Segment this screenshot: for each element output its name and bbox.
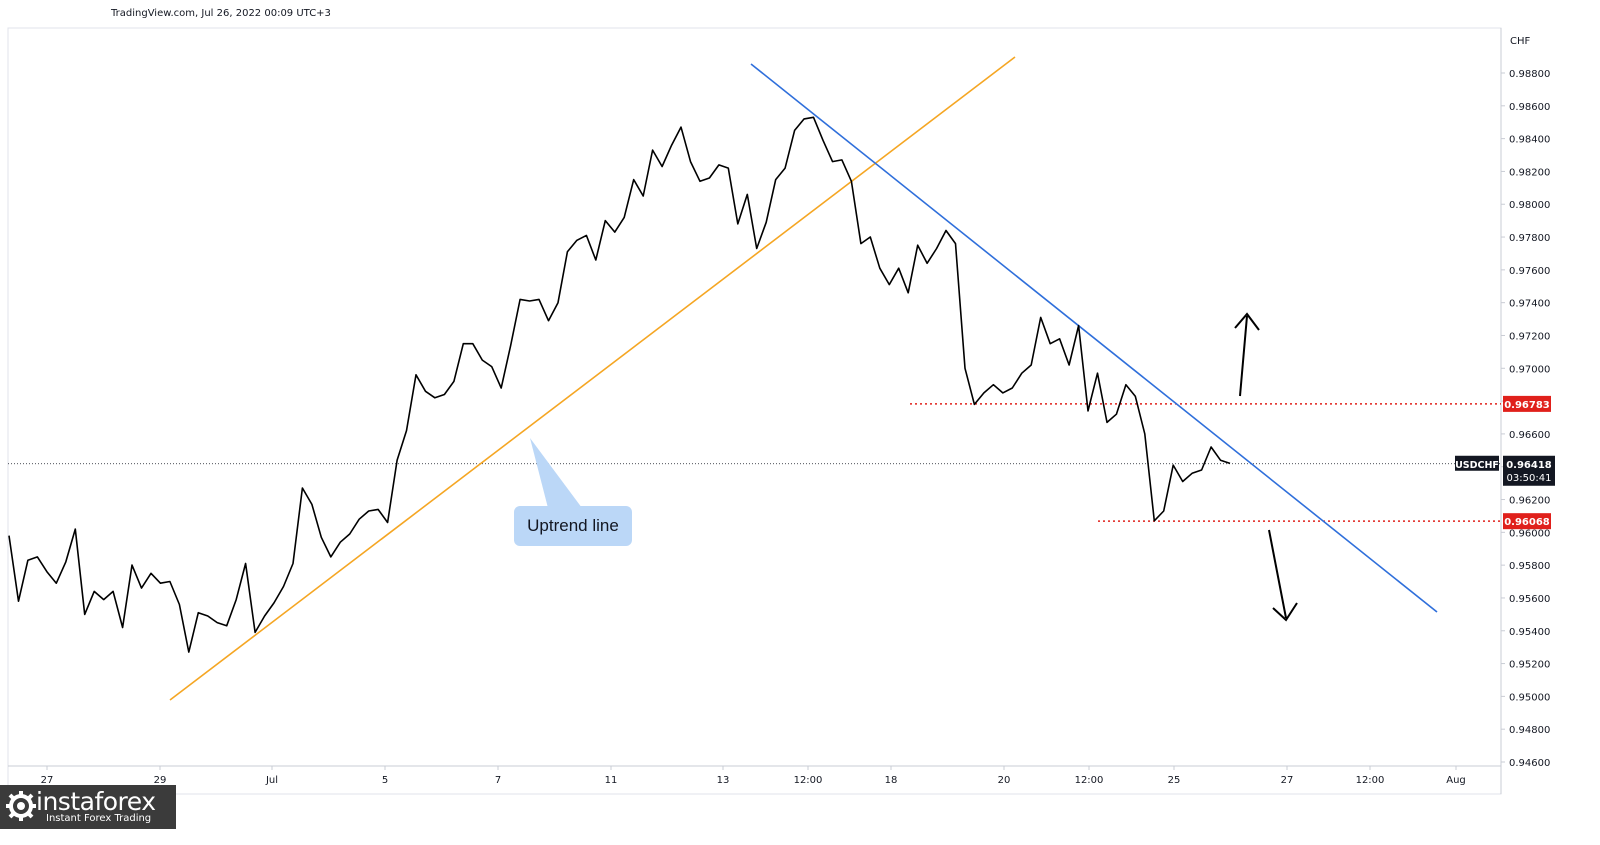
level-badge-support	[1503, 513, 1551, 530]
x-tick-label: 25	[1168, 775, 1181, 786]
currency-label: CHF	[1510, 36, 1531, 47]
x-tick-label: 7	[495, 775, 501, 786]
y-tick-label: 0.97600	[1509, 266, 1550, 277]
x-tick-label: 13	[717, 775, 730, 786]
instaforex-gear-icon	[6, 791, 36, 821]
x-tick-label: 12:00	[1075, 775, 1104, 786]
y-tick-label: 0.95000	[1509, 692, 1550, 703]
logo-wordmark: instaforex	[36, 787, 156, 816]
y-tick-label: 0.95200	[1509, 660, 1550, 671]
y-tick-label: 0.98800	[1509, 69, 1550, 80]
x-tick-label: 12:00	[1356, 775, 1385, 786]
y-tick-label: 0.94600	[1509, 758, 1550, 769]
y-tick-label: 0.97400	[1509, 299, 1550, 310]
price-line	[8, 116, 1231, 653]
y-tick-label: 0.97800	[1509, 233, 1550, 244]
y-tick-label: 0.98600	[1509, 102, 1550, 113]
y-tick-label: 0.94800	[1509, 725, 1550, 736]
downtrend-line	[750, 63, 1438, 613]
level-badge-text: 0.96068	[1504, 517, 1550, 528]
price-badges: 0.96783 0.96068 USDCHF 0.96418 03:50:41	[1455, 395, 1555, 530]
down-arrow-icon	[1268, 529, 1298, 622]
uptrend-line	[169, 56, 1016, 701]
y-tick-label: 0.96200	[1509, 496, 1550, 507]
level-badge-text: 0.96783	[1504, 400, 1550, 411]
trend-lines	[169, 56, 1438, 701]
callout-pointer	[530, 438, 582, 508]
y-tick-label: 0.95400	[1509, 627, 1550, 638]
series-group	[8, 116, 1231, 653]
y-tick-label: 0.95600	[1509, 594, 1550, 605]
x-tick-label: 5	[382, 775, 388, 786]
x-tick-label: Jul	[265, 775, 278, 786]
x-tick-label: 11	[605, 775, 618, 786]
callout-box	[514, 506, 632, 546]
x-tick-label: 29	[154, 775, 167, 786]
symbol-badge	[1455, 455, 1499, 471]
countdown-text: 03:50:41	[1507, 473, 1552, 484]
y-tick-label: 0.98400	[1509, 135, 1550, 146]
up-arrow-icon	[1234, 312, 1260, 397]
x-tick-label: 12:00	[794, 775, 823, 786]
direction-arrows	[1234, 312, 1298, 622]
x-tick-label: 18	[885, 775, 898, 786]
instaforex-logo: instaforex Instant Forex Trading	[0, 785, 176, 829]
y-tick-label: 0.98200	[1509, 167, 1550, 178]
level-badge-resistance	[1503, 395, 1551, 412]
uptrend-callout: Uptrend line	[514, 438, 632, 546]
y-tick-label: 0.97200	[1509, 331, 1550, 342]
y-tick-label: 0.96000	[1509, 528, 1550, 539]
current-price-badge	[1503, 455, 1555, 486]
time-axis: 27 29 Jul 5 7 11 13 12:00 18 20 12:00 25 27 12:00 Aug	[41, 766, 1466, 786]
logo-tagline: Instant Forex Trading	[46, 813, 152, 824]
callout-text: Uptrend line	[527, 516, 619, 535]
y-tick-label: 0.95800	[1509, 561, 1550, 572]
x-tick-label: Aug	[1446, 775, 1466, 786]
y-tick-label: 0.96600	[1509, 430, 1550, 441]
x-tick-label: 20	[998, 775, 1011, 786]
symbol-badge-text: USDCHF	[1455, 460, 1499, 471]
level-lines	[8, 403, 1501, 522]
current-price-text: 0.96418	[1506, 460, 1552, 471]
y-tick-label: 0.97000	[1509, 364, 1550, 375]
x-tick-label: 27	[1281, 775, 1294, 786]
chart-source-header: TradingView.com, Jul 26, 2022 00:09 UTC+…	[111, 8, 331, 19]
y-tick-label: 0.98000	[1509, 200, 1550, 211]
x-tick-label: 27	[41, 775, 54, 786]
